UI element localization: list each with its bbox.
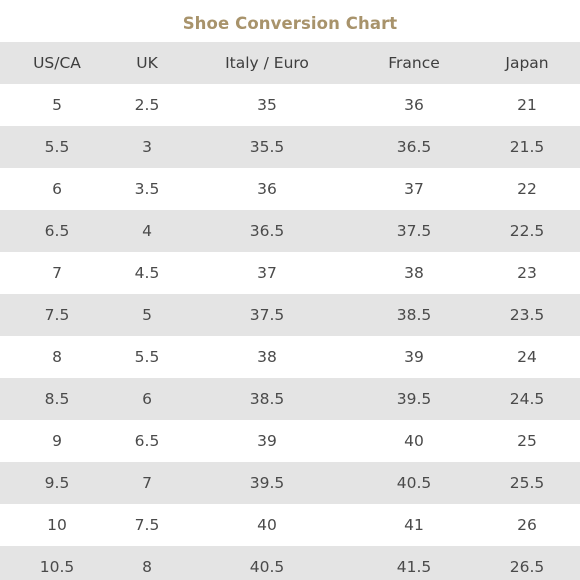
cell-france: 38 — [404, 264, 424, 282]
cell-japan: 22.5 — [509, 222, 545, 240]
cell-france: 41 — [404, 516, 424, 534]
cell-france: 40.5 — [396, 474, 432, 492]
cell-uk: 6.5 — [134, 432, 160, 450]
cell-france: 39.5 — [396, 390, 432, 408]
cell-us-ca: 7.5 — [44, 306, 70, 324]
table-row: 9.5 7 39.5 40.5 25.5 — [0, 462, 580, 504]
cell-uk: 6 — [142, 390, 152, 408]
cell-uk: 4.5 — [134, 264, 160, 282]
cell-japan: 23 — [517, 264, 537, 282]
cell-us-ca: 6.5 — [44, 222, 70, 240]
table-row: 5.5 3 35.5 36.5 21.5 — [0, 126, 580, 168]
column-header-uk: UK — [136, 54, 158, 72]
cell-us-ca: 7 — [52, 264, 62, 282]
table-row: 10 7.5 40 41 26 — [0, 504, 580, 546]
table-header-row: US/CA UK Italy / Euro France Japan — [0, 42, 580, 84]
cell-italy-euro: 36.5 — [249, 222, 285, 240]
page-title: Shoe Conversion Chart — [182, 14, 398, 33]
column-header-japan: Japan — [505, 54, 549, 72]
cell-us-ca: 9 — [52, 432, 62, 450]
cell-japan: 26.5 — [509, 558, 545, 576]
cell-japan: 24.5 — [509, 390, 545, 408]
cell-us-ca: 9.5 — [44, 474, 70, 492]
table-row: 7 4.5 37 38 23 — [0, 252, 580, 294]
cell-france: 40 — [404, 432, 424, 450]
cell-japan: 26 — [517, 516, 537, 534]
cell-italy-euro: 35.5 — [249, 138, 285, 156]
cell-italy-euro: 37.5 — [249, 306, 285, 324]
cell-uk: 2.5 — [134, 96, 160, 114]
cell-italy-euro: 38 — [257, 348, 277, 366]
cell-japan: 23.5 — [509, 306, 545, 324]
cell-france: 39 — [404, 348, 424, 366]
cell-uk: 7 — [142, 474, 152, 492]
cell-us-ca: 5.5 — [44, 138, 70, 156]
cell-japan: 21.5 — [509, 138, 545, 156]
cell-uk: 7.5 — [134, 516, 160, 534]
cell-japan: 25.5 — [509, 474, 545, 492]
cell-italy-euro: 40.5 — [249, 558, 285, 576]
conversion-table: US/CA UK Italy / Euro France Japan 5 2.5… — [0, 42, 580, 580]
cell-italy-euro: 40 — [257, 516, 277, 534]
cell-japan: 24 — [517, 348, 537, 366]
cell-uk: 5.5 — [134, 348, 160, 366]
column-header-us-ca: US/CA — [33, 54, 81, 72]
table-row: 8.5 6 38.5 39.5 24.5 — [0, 378, 580, 420]
table-row: 6 3.5 36 37 22 — [0, 168, 580, 210]
cell-italy-euro: 35 — [257, 96, 277, 114]
cell-uk: 4 — [142, 222, 152, 240]
cell-france: 41.5 — [396, 558, 432, 576]
cell-uk: 5 — [142, 306, 152, 324]
cell-france: 37.5 — [396, 222, 432, 240]
column-header-france: France — [388, 54, 440, 72]
cell-uk: 3 — [142, 138, 152, 156]
cell-us-ca: 10 — [47, 516, 67, 534]
table-row: 10.5 8 40.5 41.5 26.5 — [0, 546, 580, 580]
cell-italy-euro: 37 — [257, 264, 277, 282]
cell-uk: 8 — [142, 558, 152, 576]
cell-japan: 21 — [517, 96, 537, 114]
cell-us-ca: 8.5 — [44, 390, 70, 408]
cell-italy-euro: 39.5 — [249, 474, 285, 492]
table-row: 6.5 4 36.5 37.5 22.5 — [0, 210, 580, 252]
cell-italy-euro: 39 — [257, 432, 277, 450]
cell-us-ca: 5 — [52, 96, 62, 114]
cell-france: 37 — [404, 180, 424, 198]
cell-us-ca: 6 — [52, 180, 62, 198]
cell-france: 36.5 — [396, 138, 432, 156]
table-row: 8 5.5 38 39 24 — [0, 336, 580, 378]
cell-france: 36 — [404, 96, 424, 114]
cell-japan: 22 — [517, 180, 537, 198]
table-row: 9 6.5 39 40 25 — [0, 420, 580, 462]
cell-italy-euro: 36 — [257, 180, 277, 198]
cell-us-ca: 10.5 — [39, 558, 75, 576]
table-row: 7.5 5 37.5 38.5 23.5 — [0, 294, 580, 336]
cell-uk: 3.5 — [134, 180, 160, 198]
cell-japan: 25 — [517, 432, 537, 450]
cell-france: 38.5 — [396, 306, 432, 324]
table-row: 5 2.5 35 36 21 — [0, 84, 580, 126]
cell-us-ca: 8 — [52, 348, 62, 366]
cell-italy-euro: 38.5 — [249, 390, 285, 408]
column-header-italy-euro: Italy / Euro — [225, 54, 309, 72]
